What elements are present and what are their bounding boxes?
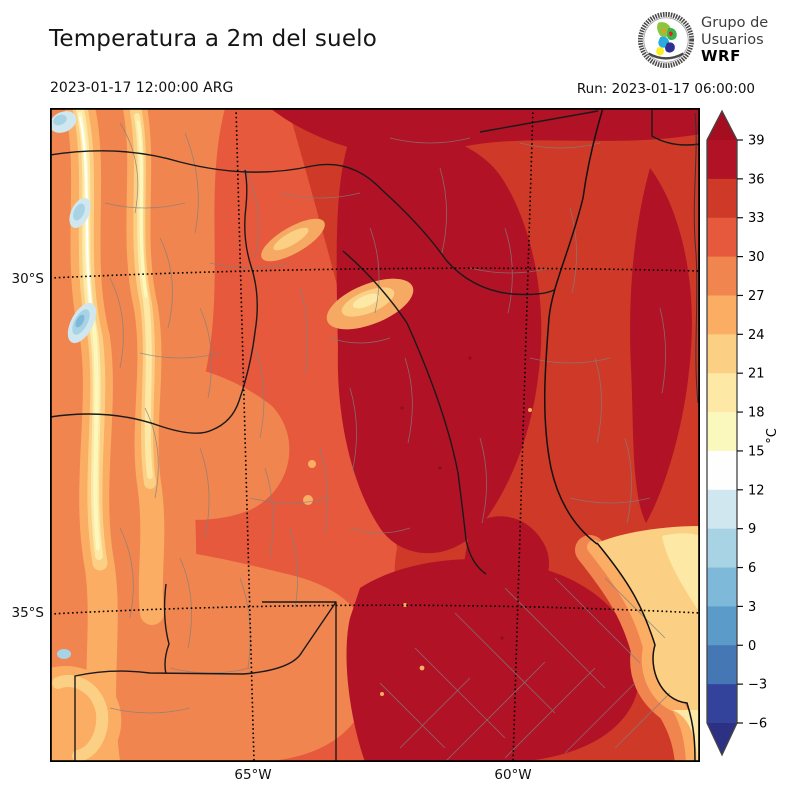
lat-label-30s: 30°S bbox=[11, 271, 45, 287]
svg-text:°C: °C bbox=[765, 428, 780, 444]
run-time-label: Run: 2023-01-17 06:00:00 bbox=[576, 81, 755, 97]
lat-label-35s: 35°S bbox=[11, 605, 45, 621]
svg-text:33: 33 bbox=[748, 211, 765, 226]
page-title: Temperatura a 2m del suelo bbox=[49, 26, 378, 52]
svg-text:0: 0 bbox=[748, 639, 756, 654]
svg-text:27: 27 bbox=[748, 289, 765, 304]
svg-text:36: 36 bbox=[748, 172, 765, 187]
svg-text:15: 15 bbox=[748, 444, 765, 459]
svg-text:9: 9 bbox=[748, 522, 756, 537]
lon-label-65w: 65°W bbox=[234, 767, 272, 783]
svg-text:12: 12 bbox=[748, 483, 765, 498]
svg-text:3: 3 bbox=[748, 600, 756, 615]
logo-text-line2: Usuarios bbox=[701, 31, 764, 48]
temperature-colorbar: 39 36 33 30 27 24 21 18 15 12 9 6 3 0 −3 −6 °C bbox=[702, 107, 797, 772]
svg-text:21: 21 bbox=[748, 367, 765, 382]
logo-text-line1: Grupo de bbox=[701, 15, 769, 32]
lon-label-60w: 60°W bbox=[494, 767, 532, 783]
logo-text-wrf: WRF bbox=[701, 47, 741, 66]
logo-emblem-icon bbox=[637, 11, 695, 69]
svg-text:39: 39 bbox=[748, 134, 765, 149]
svg-text:6: 6 bbox=[748, 561, 756, 576]
svg-text:30: 30 bbox=[748, 250, 765, 265]
wrf-users-group-logo: Grupo de Usuarios WRF bbox=[637, 11, 768, 69]
svg-text:24: 24 bbox=[748, 328, 765, 343]
svg-text:−6: −6 bbox=[748, 717, 767, 732]
valid-time-label: 2023-01-17 12:00:00 ARG bbox=[50, 80, 234, 96]
svg-text:−3: −3 bbox=[748, 678, 767, 693]
temperature-map bbox=[50, 108, 700, 762]
svg-text:18: 18 bbox=[748, 406, 765, 421]
map-canvas-icon bbox=[50, 108, 700, 762]
